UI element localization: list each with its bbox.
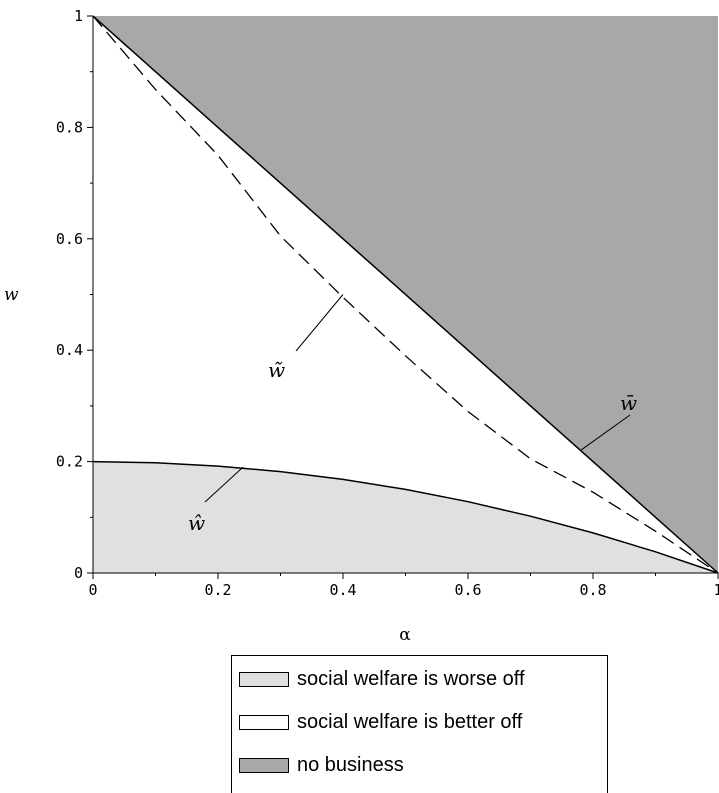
- y-axis-label: w: [4, 285, 19, 305]
- y-tick-label-3: 0.6: [56, 230, 83, 248]
- y-tick-label-0: 0: [74, 564, 83, 582]
- x-tick-label-2: 0.4: [329, 581, 356, 599]
- ticks-layer: 0 0.2 0.4 0.6 0.8 1 0 0.2 0.4 0.6 0.8 1: [56, 7, 719, 599]
- x-tick-label-4: 0.8: [579, 581, 606, 599]
- legend-swatch-better: [239, 714, 289, 730]
- legend: social welfare is worse off social welfa…: [231, 655, 608, 793]
- legend-label-worse: social welfare is worse off: [297, 667, 525, 690]
- legend-label-no-business: no business: [297, 753, 404, 776]
- y-tick-label-2: 0.4: [56, 341, 83, 359]
- x-axis-label: α: [399, 625, 411, 645]
- w-bar-label: w̄: [620, 391, 637, 415]
- x-tick-label-5: 1: [713, 581, 719, 599]
- legend-swatch-no-business: [239, 757, 289, 773]
- x-tick-label-3: 0.6: [454, 581, 481, 599]
- curves-layer: [92, 15, 719, 574]
- region-worse-off: [93, 461, 718, 573]
- series-w-bar-line: [92, 15, 719, 574]
- y-tick-label-4: 0.8: [56, 118, 83, 136]
- x-tick-label-0: 0: [88, 581, 97, 599]
- y-tick-label-5: 1: [74, 7, 83, 25]
- annotations-layer: w̃ w̄ ŵ: [188, 294, 637, 535]
- w-bar-leader: [580, 414, 631, 451]
- y-tick-label-1: 0.2: [56, 453, 83, 471]
- chart-plot: 0 0.2 0.4 0.6 0.8 1 0 0.2 0.4 0.6 0.8 1 w̃ w̄ ŵ α w: [4, 7, 719, 645]
- w-hat-leader: [204, 466, 244, 503]
- w-hat-label: ŵ: [188, 511, 205, 535]
- series-w-tilde-line: [92, 15, 719, 574]
- w-tilde-label: w̃: [268, 358, 285, 382]
- legend-item-worse: social welfare is worse off: [239, 666, 525, 692]
- legend-label-better: social welfare is better off: [297, 710, 523, 733]
- w-tilde-leader: [295, 294, 344, 352]
- legend-item-better: social welfare is better off: [239, 709, 522, 735]
- series-w-hat-line: [92, 460, 719, 574]
- legend-swatch-worse: [239, 671, 289, 687]
- legend-item-no-business: no business: [239, 752, 404, 778]
- x-tick-label-1: 0.2: [204, 581, 231, 599]
